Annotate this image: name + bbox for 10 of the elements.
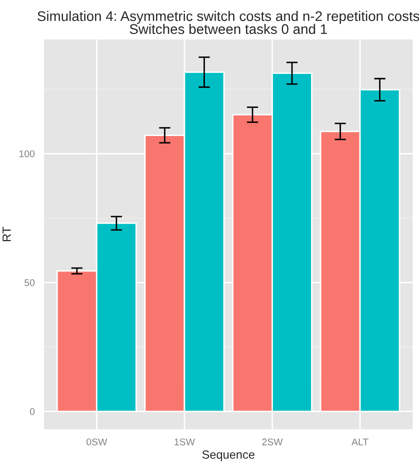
x-tick-label: ALT	[352, 438, 368, 446]
x-axis-title: Sequence	[202, 450, 254, 462]
y-tick-label: 0	[30, 408, 35, 416]
y-axis-title: RT	[2, 226, 11, 242]
x-tick-label: 2SW	[262, 438, 283, 446]
chart-title: Simulation 4: Asymmetric switch costs and n-2 repetition costs Switches between tasks 0 and 1	[38, 10, 419, 34]
y-tick-label: 50	[24, 279, 35, 286]
x-tick-label: 1SW	[174, 438, 195, 446]
y-tick-label: 100	[19, 150, 35, 158]
x-tick-label: 0SW	[86, 438, 108, 446]
